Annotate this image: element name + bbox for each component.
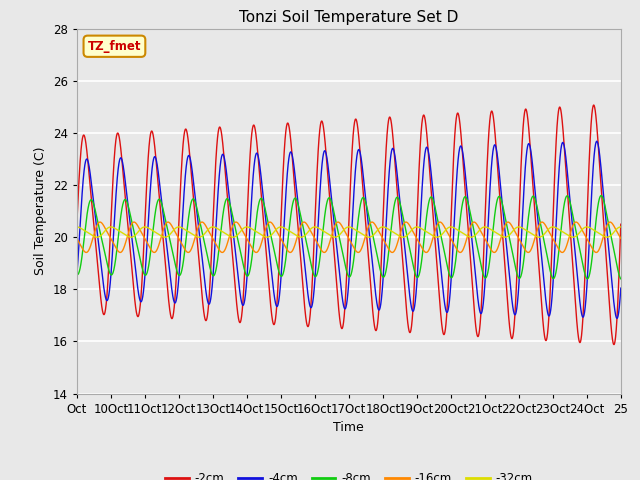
Text: TZ_fmet: TZ_fmet <box>88 40 141 53</box>
Legend: -2cm, -4cm, -8cm, -16cm, -32cm: -2cm, -4cm, -8cm, -16cm, -32cm <box>160 468 538 480</box>
Y-axis label: Soil Temperature (C): Soil Temperature (C) <box>34 147 47 276</box>
Title: Tonzi Soil Temperature Set D: Tonzi Soil Temperature Set D <box>239 10 458 25</box>
X-axis label: Time: Time <box>333 421 364 434</box>
